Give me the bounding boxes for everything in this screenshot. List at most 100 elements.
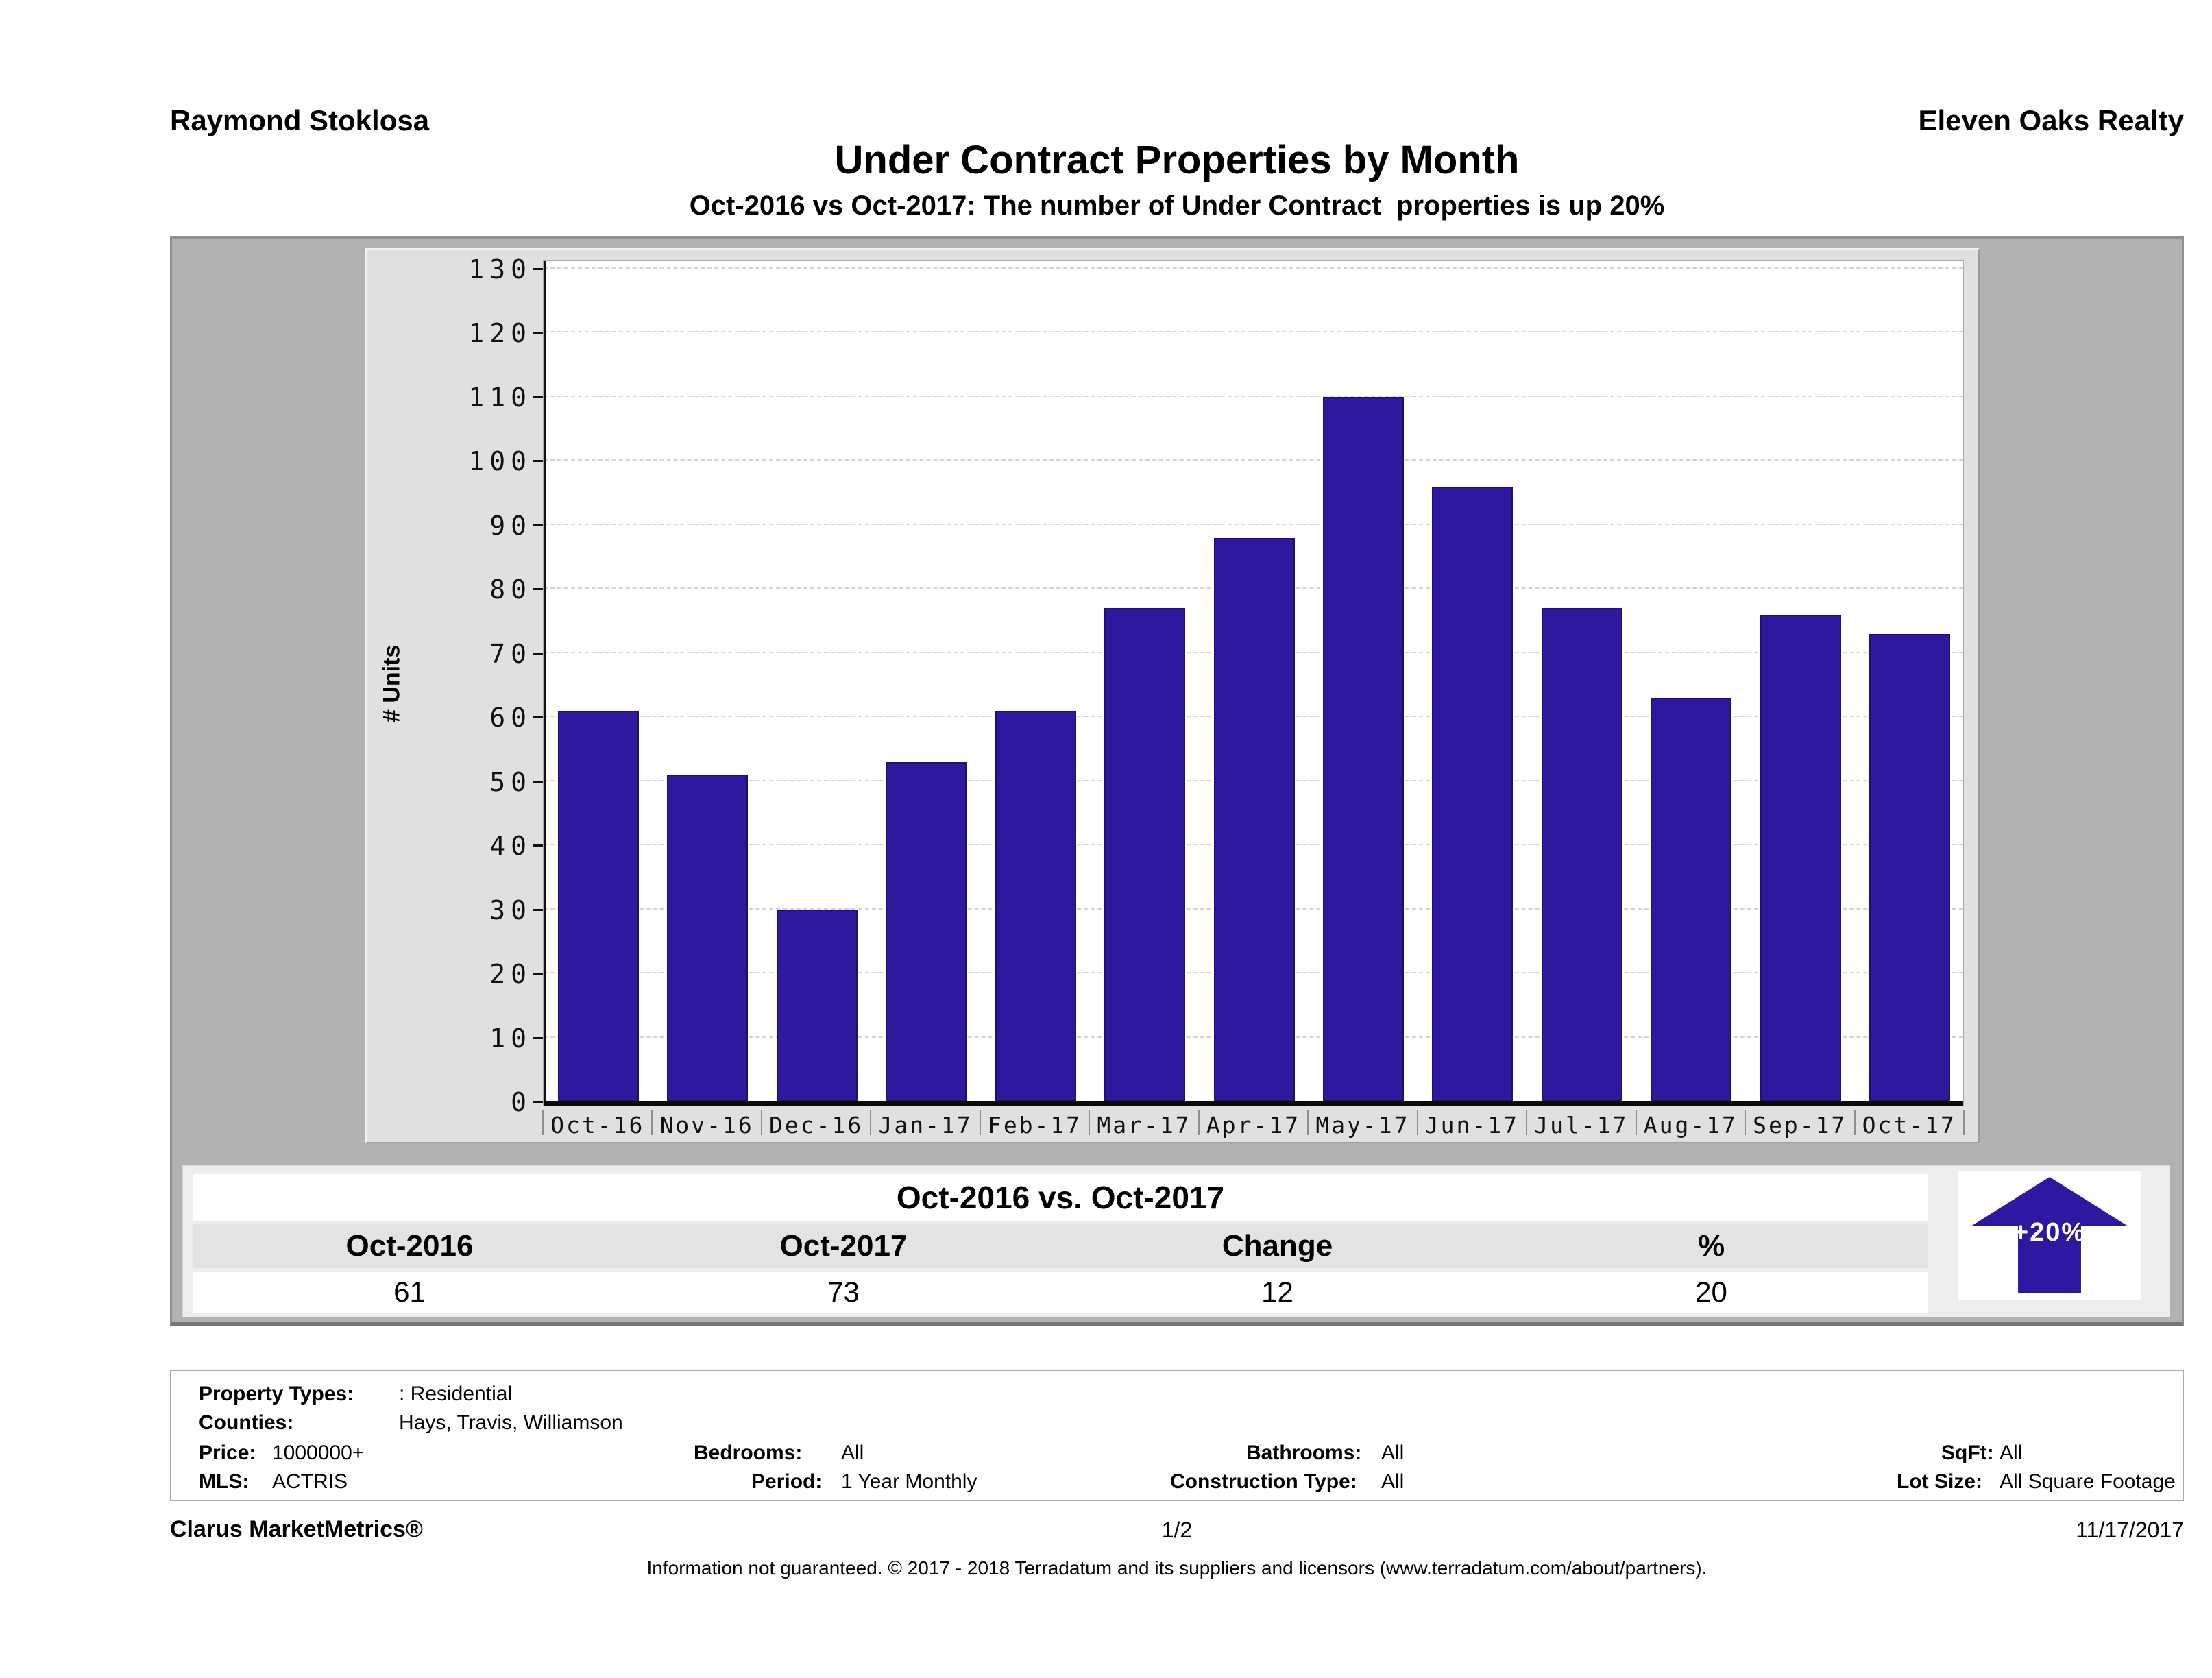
construction-type-value: All (1381, 1470, 1405, 1493)
price-value: 1000000+ (272, 1442, 365, 1464)
summary-table-title: Oct-2016 vs. Oct-2017 (193, 1174, 1928, 1221)
y-tick-mark (533, 1101, 543, 1103)
lot-size-label: Lot Size: (1897, 1470, 1982, 1493)
x-category-separator (1635, 1110, 1637, 1135)
summary-value: 73 (827, 1276, 860, 1308)
x-category-label: May-17 (1315, 1112, 1410, 1139)
x-category-label: Sep-17 (1753, 1112, 1847, 1139)
counties-value: Hays, Travis, Williamson (399, 1411, 623, 1434)
y-tick-label: 40 (489, 831, 532, 862)
x-category-separator (1089, 1110, 1091, 1135)
period-value: 1 Year Monthly (841, 1470, 977, 1493)
x-category-separator (1963, 1110, 1965, 1135)
y-tick-mark (533, 460, 543, 463)
gridline (544, 523, 1963, 525)
y-tick-mark (533, 396, 543, 398)
plot-area (543, 260, 1964, 1106)
x-axis-labels: Oct-16 Nov-16 Dec-16 Jan-17 Feb-17 Mar-17 Apr-… (542, 1109, 1965, 1141)
y-tick-label: 0 (511, 1087, 532, 1117)
x-category-label: Oct-16 (550, 1112, 645, 1139)
x-category-label: Jul-17 (1534, 1112, 1629, 1139)
x-category-separator (870, 1110, 872, 1135)
x-axis-line (544, 1101, 1963, 1106)
x-category-separator (651, 1110, 653, 1135)
summary-table: Oct-2016 vs. Oct-2017 Oct-2016 Oct-2017 Ch… (193, 1174, 1928, 1313)
summary-value: 61 (393, 1276, 426, 1308)
property-types-value: : Residential (399, 1383, 513, 1405)
y-tick-label: 30 (489, 895, 532, 925)
sqft-label: SqFt: (1941, 1442, 1994, 1464)
y-tick-label: 100 (468, 446, 532, 477)
page-title: Under Contract Properties by Month (834, 138, 1520, 182)
construction-type-label: Construction Type: (1170, 1470, 1357, 1493)
growth-badge-card: +20% (1958, 1171, 2141, 1300)
x-category-separator (542, 1110, 544, 1135)
summary-column-header: % (1697, 1229, 1725, 1263)
x-category-separator (1854, 1110, 1856, 1135)
bar (1213, 537, 1295, 1102)
property-types-label: Property Types: (199, 1383, 354, 1405)
footer-brand: Clarus MarketMetrics® (170, 1516, 423, 1542)
y-axis-gutter: 0 10 20 30 40 50 60 70 80 90 100 110 120 130 (394, 254, 543, 1117)
y-tick-mark (533, 652, 543, 655)
y-tick-mark (533, 588, 543, 591)
x-category-separator (979, 1110, 981, 1135)
y-tick-label: 60 (489, 703, 532, 733)
growth-badge-label: +20% (2013, 1218, 2087, 1247)
bar (1104, 608, 1186, 1102)
bathrooms-value: All (1381, 1442, 1405, 1464)
x-category-label: Nov-16 (659, 1112, 754, 1139)
y-tick-label: 130 (468, 254, 532, 284)
gridline (544, 395, 1963, 397)
y-tick-label: 110 (468, 382, 532, 413)
summary-column-header: Change (1222, 1229, 1333, 1263)
bar (557, 710, 639, 1102)
y-tick-mark (533, 908, 543, 911)
bar (1322, 396, 1404, 1102)
company-name: Eleven Oaks Realty (1918, 104, 2184, 136)
bar (995, 710, 1076, 1102)
footer-page-number: 1/2 (1161, 1518, 1193, 1542)
bar (1869, 633, 1951, 1102)
y-tick-label: 70 (489, 638, 532, 669)
summary-table-header-row: Oct-2016 Oct-2017 Change% (193, 1224, 1928, 1268)
footer-date: 11/17/2017 (2076, 1518, 2184, 1542)
bathrooms-label: Bathrooms: (1246, 1442, 1362, 1464)
page-subtitle: Oct-2016 vs Oct-2017: The number of Unde… (689, 191, 1665, 221)
sqft-value: All (2000, 1442, 2023, 1464)
x-category-separator (760, 1110, 762, 1135)
y-tick-mark (533, 780, 543, 783)
counties-label: Counties: (199, 1411, 294, 1434)
filters-box: Property Types: : Residential Counties: … (170, 1370, 2184, 1501)
summary-section: Oct-2016 vs. Oct-2017 Oct-2016 Oct-2017 Ch… (182, 1165, 2170, 1317)
x-category-separator (1526, 1110, 1528, 1135)
x-category-label: Dec-16 (769, 1112, 864, 1139)
x-category-separator (1416, 1110, 1418, 1135)
y-tick-label: 120 (468, 318, 532, 349)
x-category-separator (1307, 1110, 1309, 1135)
y-tick-label: 20 (489, 959, 532, 990)
x-category-label: Mar-17 (1097, 1112, 1191, 1139)
y-tick-mark (533, 268, 543, 270)
y-tick-mark (533, 524, 543, 526)
x-category-separator (1745, 1110, 1747, 1135)
summary-column-header: Oct-2017 (779, 1229, 908, 1263)
x-category-label: Feb-17 (987, 1112, 1082, 1139)
price-label: Price: (199, 1442, 256, 1464)
footer-disclaimer: Information not guaranteed. © 2017 - 201… (646, 1557, 1707, 1579)
bar (886, 762, 967, 1102)
y-tick-label: 80 (489, 574, 532, 605)
period-label: Period: (751, 1470, 823, 1493)
summary-value: 12 (1261, 1276, 1293, 1308)
y-tick-label: 50 (489, 766, 532, 797)
mls-label: MLS: (199, 1470, 250, 1493)
x-category-label: Jan-17 (878, 1112, 973, 1139)
y-tick-mark (533, 1036, 543, 1039)
chart-panel: # Units 0 10 20 30 40 50 60 70 80 90 100 110 120 130 … (365, 248, 1980, 1143)
chart-outer-panel: # Units 0 10 20 30 40 50 60 70 80 90 100 110 120 130 … (170, 236, 2184, 1326)
summary-column-header: Oct-2016 (345, 1229, 474, 1263)
y-axis-line (544, 261, 546, 1106)
gridline (544, 267, 1963, 269)
y-tick-label: 10 (489, 1023, 532, 1054)
